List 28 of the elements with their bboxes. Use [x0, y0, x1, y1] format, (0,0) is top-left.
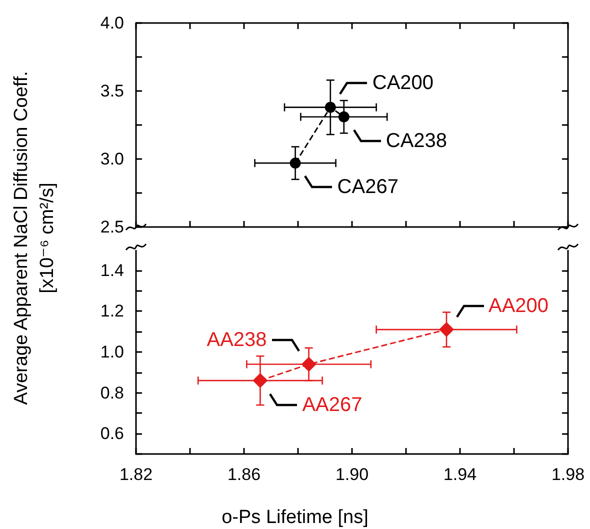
y-tick-label: 0.8	[100, 383, 124, 402]
x-tick-label: 1.94	[443, 465, 477, 484]
y-tick-label: 2.5	[100, 218, 124, 236]
y-tick-label: 1.2	[100, 302, 124, 321]
annotation: AA267	[302, 394, 362, 416]
y-tick-label: 3.5	[100, 82, 124, 100]
y-tick-label: 4.0	[100, 14, 124, 32]
annotation: CA267	[337, 176, 398, 198]
annotation: AA200	[488, 294, 549, 317]
y-tick-label: 1.0	[100, 342, 124, 362]
x-tick-label: 1.86	[227, 465, 261, 484]
point	[290, 158, 301, 169]
x-axis-title: o-Ps Lifetime [ns]	[222, 507, 368, 528]
annotation: AA238	[206, 329, 267, 352]
x-tick-label: 1.90	[335, 465, 369, 484]
y-tick-label: 3.0	[100, 150, 124, 168]
point	[301, 356, 316, 372]
point	[252, 373, 268, 388]
point	[439, 322, 454, 338]
annotation: CA238	[386, 130, 448, 152]
y-tick-label: 1.4	[100, 260, 124, 280]
x-tick-label: 1.98	[551, 465, 585, 484]
point	[324, 102, 336, 113]
y-axis-title: Average Apparent NaCl Diffusion Coeff. [x10⁻⁶ cm²/s]	[10, 70, 59, 404]
annotation: CA200	[372, 72, 434, 94]
y-tick-label: 0.6	[100, 424, 124, 444]
x-tick-label: 1.82	[119, 465, 153, 484]
point	[338, 111, 350, 122]
